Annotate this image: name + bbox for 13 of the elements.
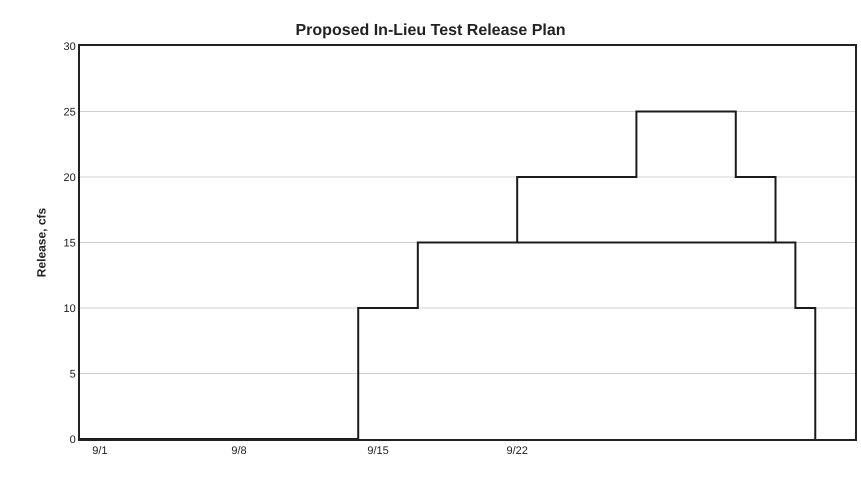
x-tick-label: 9/15 — [367, 445, 389, 458]
x-tick-label: 9/1 — [92, 445, 108, 458]
x-tick-label: 9/8 — [231, 445, 247, 458]
y-tick-label: 5 — [70, 368, 76, 380]
y-tick-label: 25 — [64, 106, 76, 118]
y-tick-label: 0 — [70, 434, 76, 446]
y-tick-label: 15 — [64, 237, 76, 250]
chart-title: Proposed In-Lieu Test Release Plan — [296, 22, 566, 40]
y-axis-title: Release, cfs — [34, 207, 48, 278]
x-tick-label: 9/22 — [506, 445, 528, 458]
y-tick-label: 30 — [64, 40, 76, 53]
y-tick-label: 10 — [64, 302, 76, 315]
y-tick-label: 20 — [64, 172, 76, 184]
